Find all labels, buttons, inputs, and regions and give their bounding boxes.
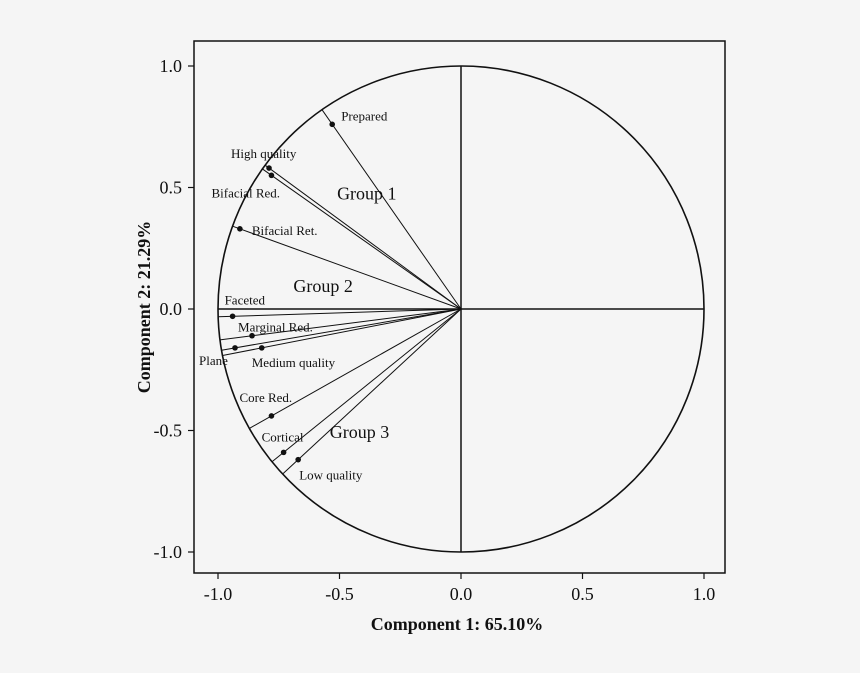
loading-vector (232, 225, 462, 310)
x-tick-label: 1.0 (693, 584, 716, 604)
point-label: Bifacial Red. (211, 185, 280, 200)
point-label: Faceted (225, 292, 266, 307)
loading-vector (262, 168, 462, 310)
point-label: Cortical (262, 429, 304, 444)
x-tick-label: -0.5 (325, 584, 354, 604)
point-label: Core Red. (239, 390, 292, 405)
loading-vector (218, 308, 462, 318)
y-tick-label: -1.0 (154, 542, 183, 562)
loading-point (237, 226, 243, 232)
point-label: Bifacial Ret. (252, 223, 318, 238)
group-label: Group 3 (330, 422, 390, 442)
y-tick-label: 0.5 (160, 178, 183, 198)
loading-vector (219, 308, 462, 341)
group-label: Group 2 (293, 276, 353, 296)
loading-vector (271, 308, 462, 463)
loading-point (329, 121, 336, 128)
point-label: Plane (199, 353, 228, 368)
point-label: High quality (231, 146, 297, 161)
group-label: Group 1 (337, 184, 397, 204)
loading-point (280, 449, 287, 456)
point-label: Prepared (341, 108, 388, 123)
y-axis-title: Component 2: 21.29% (134, 221, 154, 394)
loading-point (232, 345, 238, 351)
loading-point (268, 172, 275, 179)
x-tick-label: -1.0 (204, 584, 233, 604)
x-tick-label: 0.0 (450, 584, 473, 604)
loading-point (295, 456, 301, 463)
y-tick-label: 0.0 (160, 299, 183, 319)
loading-point (229, 313, 236, 320)
y-tick-label: -0.5 (154, 421, 183, 441)
loading-point (258, 345, 265, 351)
loading-point (268, 413, 275, 419)
point-label: Medium quality (252, 355, 336, 370)
loading-vector (264, 164, 462, 310)
loading-point (266, 165, 272, 171)
x-tick-label: 0.5 (571, 584, 594, 604)
y-tick-label: 1.0 (160, 56, 183, 76)
point-label: Marginal Red. (238, 320, 313, 335)
loading-vector (321, 109, 462, 310)
loading-vector (221, 308, 462, 351)
plot-frame (193, 40, 726, 574)
loading-vector (282, 308, 462, 475)
point-label: Low quality (299, 468, 363, 483)
loading-point (249, 332, 255, 339)
loading-vector (249, 308, 462, 429)
x-axis-title: Component 1: 65.10% (371, 614, 544, 634)
